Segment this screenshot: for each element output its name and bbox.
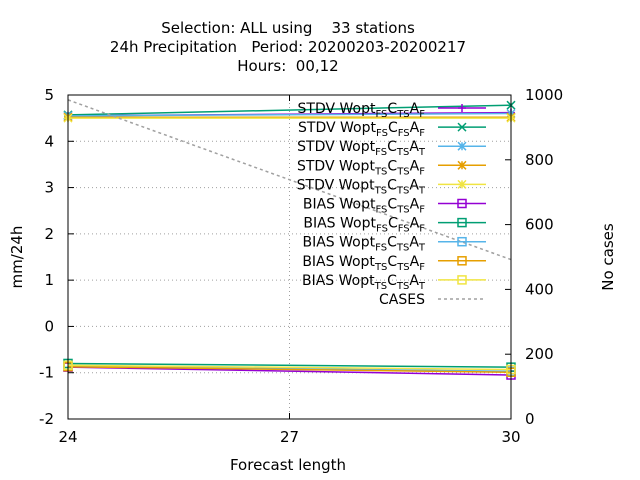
- title-line-3: Hours: 00,12: [237, 57, 338, 75]
- legend-entry: CASES: [379, 292, 486, 308]
- legend-entry: BIAS WoptTSCTSAT: [302, 273, 486, 292]
- y-tick-label: 0: [44, 317, 54, 335]
- series-line: [67, 112, 512, 117]
- series-line: [67, 362, 512, 368]
- series-line: [67, 99, 512, 261]
- legend-label: STDV WoptTSCTSAT: [297, 177, 426, 196]
- legend-label: STDV WoptFSCTSAT: [297, 139, 426, 158]
- y-tick-label: 2: [44, 225, 54, 243]
- y-tick-label: 1: [44, 271, 54, 289]
- legend-marker: [458, 104, 466, 112]
- x-tick-label: 24: [58, 428, 77, 446]
- legend-label: BIAS WoptFSCTSAF: [303, 197, 425, 216]
- legend-label: BIAS WoptFSCFSAF: [303, 216, 425, 235]
- legend-marker: [457, 122, 467, 132]
- legend-marker: [457, 198, 467, 209]
- y-axis-label: mm/24h: [8, 226, 26, 289]
- y2-tick-label: 600: [525, 216, 554, 234]
- x-tick-label: 27: [280, 428, 299, 446]
- legend-entry: STDV WoptFSCTSAF: [298, 101, 486, 120]
- legend-label: STDV WoptFSCTSAF: [298, 101, 426, 120]
- legend-entry: BIAS WoptFSCTSAF: [303, 197, 486, 216]
- legend-label: STDV WoptFSCFSAF: [298, 120, 425, 139]
- x-tick-label: 30: [501, 428, 520, 446]
- y2-tick-label: 400: [525, 280, 554, 298]
- y-tick-label: 3: [44, 179, 54, 197]
- y-tick-label: -2: [39, 410, 54, 428]
- x-axis-label: Forecast length: [230, 456, 346, 474]
- legend-marker: [457, 256, 467, 266]
- legend-marker: [457, 217, 467, 228]
- series-line: [67, 365, 512, 374]
- legend-entry: BIAS WoptTSCTSAF: [302, 254, 486, 273]
- legend-entry: STDV WoptFSCTSAT: [297, 139, 486, 158]
- series-line: [67, 366, 512, 376]
- legend-label: STDV WoptTSCTSAF: [297, 158, 425, 177]
- y2-axis-label: No cases: [599, 223, 617, 291]
- y2-tick-label: 800: [525, 151, 554, 169]
- chart-title: Selection: ALL using 33 stations 24h Pre…: [110, 19, 466, 75]
- series-cases: [67, 99, 512, 261]
- legend-label: BIAS WoptTSCTSAT: [302, 273, 426, 292]
- legend-label: CASES: [379, 292, 425, 308]
- y-tick-label: 4: [44, 132, 54, 150]
- axis-ticks: 24 27 30 -2 -1 0 1 2 3 4 5 0 200 400 600 800 1000: [39, 86, 563, 446]
- legend-entry: STDV WoptTSCTSAF: [297, 158, 486, 177]
- legend-marker: [457, 179, 467, 189]
- legend-entry: STDV WoptFSCFSAF: [298, 120, 486, 139]
- legend-marker: [457, 160, 467, 170]
- legend-marker: [457, 236, 467, 247]
- y-tick-label: 5: [44, 86, 54, 104]
- legend-entry: BIAS WoptFSCTSAT: [303, 235, 486, 254]
- legend-label: BIAS WoptTSCTSAF: [302, 254, 425, 273]
- legend-entry: STDV WoptTSCTSAT: [297, 177, 486, 196]
- title-line-2: 24h Precipitation Period: 20200203-20200…: [110, 38, 466, 56]
- title-line-1: Selection: ALL using 33 stations: [161, 19, 415, 37]
- legend-marker: [457, 141, 467, 151]
- series-line: [67, 104, 512, 116]
- y2-tick-label: 1000: [525, 86, 563, 104]
- legend-entry: BIAS WoptFSCFSAF: [303, 216, 486, 235]
- legend-marker: [457, 275, 467, 285]
- y-tick-label: -1: [39, 364, 54, 382]
- legend-label: BIAS WoptFSCTSAT: [303, 235, 426, 254]
- y2-tick-label: 200: [525, 345, 554, 363]
- y2-tick-label: 0: [525, 410, 535, 428]
- series-line: [67, 364, 512, 371]
